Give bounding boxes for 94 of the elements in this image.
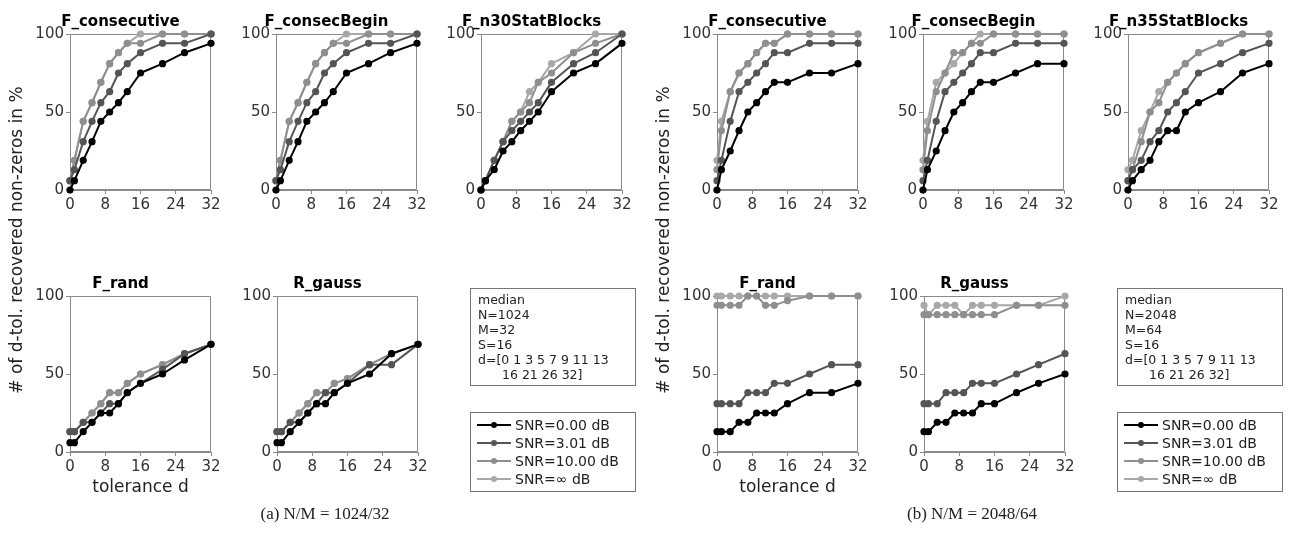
- text: median: [478, 292, 526, 307]
- x-tick-label: 16: [130, 456, 151, 475]
- x-tick-label: 24: [372, 194, 392, 213]
- y-tick-label: 50: [250, 101, 270, 120]
- x-tick-label: 8: [306, 194, 317, 213]
- y-tick-label: 50: [897, 101, 917, 120]
- legend-label: SNR=0.00 dB: [515, 417, 610, 433]
- x-tick-label: 8: [954, 456, 965, 475]
- x-tick-label: 32: [1054, 194, 1074, 213]
- x-tick-label: 16: [983, 194, 1004, 213]
- y-tick-label: 0: [908, 441, 918, 460]
- x-tick-label: 16: [337, 456, 358, 475]
- x-tick-label: 8: [307, 456, 318, 475]
- y-tick-label: 50: [455, 101, 475, 120]
- x-tick-label: 16: [130, 194, 151, 213]
- text: d=[0 1 3 5 7 9 11 13 16 21 26 32]: [478, 352, 610, 382]
- x-tick-label: 8: [747, 194, 758, 213]
- y-tick-label: 50: [1102, 101, 1122, 120]
- y-tick-label: 50: [251, 363, 271, 382]
- x-tick-label: 32: [407, 194, 427, 213]
- y-tick-label: 0: [701, 441, 711, 460]
- y-tick-label: 0: [701, 179, 711, 198]
- legend-label: SNR=10.00 dB: [1162, 453, 1266, 469]
- y-tick-label: 0: [54, 441, 64, 460]
- x-tick-label: 32: [1055, 456, 1075, 475]
- x-tick-label: 24: [1224, 194, 1244, 213]
- x-tick-label: 24: [373, 456, 393, 475]
- x-axis-title: tolerance d: [739, 476, 836, 497]
- y-tick-label: 100: [242, 285, 271, 304]
- x-tick-label: 8: [100, 194, 111, 213]
- text: (a) N/M = 1024/32: [260, 504, 390, 524]
- text: S=16: [1125, 337, 1161, 352]
- text: (b) N/M = 2048/64: [907, 504, 1037, 524]
- y-tick-label: 0: [54, 179, 64, 198]
- y-tick-label: 50: [898, 363, 918, 382]
- x-tick-label: 16: [777, 194, 798, 213]
- x-tick-label: 8: [100, 456, 111, 475]
- x-tick-label: 16: [984, 456, 1005, 475]
- chart-title: R_gauss: [940, 273, 1009, 292]
- x-tick-label: 24: [166, 194, 186, 213]
- text: S=16: [478, 337, 514, 352]
- x-tick-label: 24: [813, 194, 833, 213]
- y-tick-label: 100: [35, 285, 64, 304]
- y-tick-label: 50: [44, 363, 64, 382]
- chart-title: F_rand: [739, 273, 796, 292]
- x-tick-label: 32: [408, 456, 428, 475]
- x-tick-label: 8: [953, 194, 964, 213]
- legend-label: SNR=10.00 dB: [515, 453, 619, 469]
- text: N=2048: [1125, 307, 1178, 322]
- y-tick-label: 100: [889, 285, 918, 304]
- y-tick-label: 0: [261, 441, 271, 460]
- legend-label: SNR=∞ dB: [515, 471, 591, 487]
- x-tick-label: 32: [848, 456, 868, 475]
- legend-label: SNR=0.00 dB: [1162, 417, 1257, 433]
- x-tick-label: 16: [541, 194, 562, 213]
- x-tick-label: 24: [577, 194, 597, 213]
- text: d=[0 1 3 5 7 9 11 13 16 21 26 32]: [1125, 352, 1257, 382]
- x-axis-title: tolerance d: [92, 476, 189, 497]
- y-tick-label: 0: [1112, 179, 1122, 198]
- chart-title: F_consecutive: [61, 11, 180, 30]
- x-tick-label: 32: [201, 456, 221, 475]
- y-axis-title: # of d-tol. recovered non-zeros in %: [6, 86, 26, 394]
- text: median: [1125, 292, 1173, 307]
- x-tick-label: 16: [336, 194, 357, 213]
- legend-label: SNR=3.01 dB: [1162, 435, 1257, 451]
- y-tick-label: 0: [465, 179, 475, 198]
- y-tick-label: 0: [907, 179, 917, 198]
- x-tick-label: 32: [201, 194, 221, 213]
- chart-title: F_rand: [92, 273, 149, 292]
- chart-title: R_gauss: [293, 273, 362, 292]
- text: M=64: [1125, 322, 1164, 337]
- text: M=32: [478, 322, 517, 337]
- y-tick-label: 50: [691, 363, 711, 382]
- text: N=1024: [478, 307, 531, 322]
- x-tick-label: 8: [1158, 194, 1169, 213]
- legend-label: SNR=3.01 dB: [515, 435, 610, 451]
- x-tick-label: 24: [1020, 456, 1040, 475]
- x-tick-label: 8: [511, 194, 522, 213]
- x-tick-label: 16: [1188, 194, 1209, 213]
- y-tick-label: 100: [682, 285, 711, 304]
- y-tick-label: 50: [691, 101, 711, 120]
- legend-label: SNR=∞ dB: [1162, 471, 1238, 487]
- chart-title: F_consecutive: [708, 11, 827, 30]
- y-axis-title: # of d-tol. recovered non-zeros in %: [653, 86, 673, 394]
- x-tick-label: 8: [747, 456, 758, 475]
- x-tick-label: 32: [1259, 194, 1279, 213]
- x-tick-label: 24: [813, 456, 833, 475]
- x-tick-label: 24: [166, 456, 186, 475]
- x-tick-label: 32: [848, 194, 868, 213]
- y-tick-label: 50: [44, 101, 64, 120]
- y-tick-label: 0: [260, 179, 270, 198]
- x-tick-label: 16: [777, 456, 798, 475]
- x-tick-label: 32: [612, 194, 632, 213]
- x-tick-label: 24: [1019, 194, 1039, 213]
